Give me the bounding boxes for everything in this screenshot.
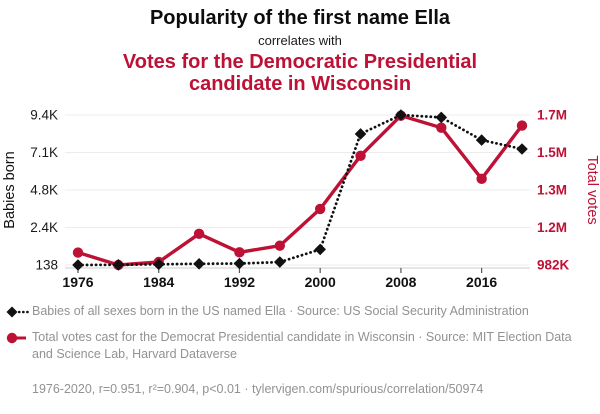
x-axis-tick-label: 1992 [224, 274, 255, 290]
x-axis-tick-label: 2000 [305, 274, 336, 290]
right-axis-tick-label: 1.7M [537, 108, 567, 123]
left-axis-title: Babies born [2, 151, 18, 228]
chart-canvas: 9.4K 1.7M 7.1K 1.5M 4.8K 1.3M 2.4K 1.2M 138 982K 1… [2, 108, 600, 291]
x-axis-tick-label: 1984 [143, 274, 174, 290]
babies-point [314, 243, 326, 256]
left-axis-tick-label: 9.4K [30, 108, 58, 123]
right-axis-tick-label: 1.5M [537, 145, 567, 160]
votes-point [193, 228, 205, 240]
chart-legend: Babies of all sexes born in the US named… [6, 303, 594, 372]
babies-point [475, 134, 488, 146]
babies-point [516, 143, 528, 155]
votes-point [436, 122, 447, 133]
babies-point [274, 256, 286, 268]
votes-point [355, 150, 366, 162]
correlates-with-text: correlates with [258, 33, 342, 48]
votes-point [516, 120, 528, 131]
chart-area: 9.4K 1.7M 7.1K 1.5M 4.8K 1.3M 2.4K 1.2M 138 982K 1… [0, 95, 600, 295]
babies-point [152, 258, 165, 271]
votes-line [77, 113, 524, 267]
right-axis-tick-label: 1.2M [537, 220, 567, 235]
babies-line [76, 113, 524, 267]
babies-point [112, 259, 125, 271]
votes-point [72, 247, 84, 258]
right-axis-tick-label: 982K [537, 258, 570, 273]
red-circle-solid-line-icon [6, 332, 26, 344]
left-axis-tick-label: 138 [35, 258, 58, 273]
x-axis-tick-label: 2016 [466, 274, 497, 290]
babies-point [72, 259, 84, 271]
babies-point [354, 128, 367, 140]
legend-item-votes: Total votes cast for the Democrat Presid… [6, 329, 594, 363]
babies-point [193, 258, 205, 270]
legend-label-votes: Total votes cast for the Democrat Presid… [32, 330, 572, 361]
chart-title: Popularity of the first name Ella [149, 7, 451, 29]
votes-point [274, 240, 286, 251]
votes-point [234, 247, 245, 258]
babies-point [435, 111, 448, 124]
left-axis-tick-label: 4.8K [30, 183, 58, 198]
babies-point [233, 257, 246, 270]
chart-subtitle: Votes for the Democratic Presidential ca… [122, 51, 478, 95]
left-axis-tick-label: 7.1K [30, 145, 58, 160]
legend-label-babies: Babies of all sexes born in the US named… [32, 304, 529, 318]
votes-point [476, 173, 487, 185]
votes-point [314, 203, 326, 215]
left-axis-tick-label: 2.4K [30, 220, 58, 235]
x-axis-tick-label: 2008 [385, 274, 416, 290]
chart-header: Popularity of the first name Ella correl… [0, 0, 600, 95]
right-axis-tick-label: 1.3M [537, 183, 567, 198]
babies-point [395, 109, 407, 121]
stats-footer: 1976-2020, r=0.951, r²=0.904, p<0.01 · t… [32, 382, 484, 396]
x-axis-tick-label: 1976 [62, 274, 93, 290]
legend-item-babies: Babies of all sexes born in the US named… [6, 303, 594, 320]
black-diamond-dotted-line-icon [6, 306, 30, 318]
right-axis-title: Total votes [584, 155, 600, 224]
